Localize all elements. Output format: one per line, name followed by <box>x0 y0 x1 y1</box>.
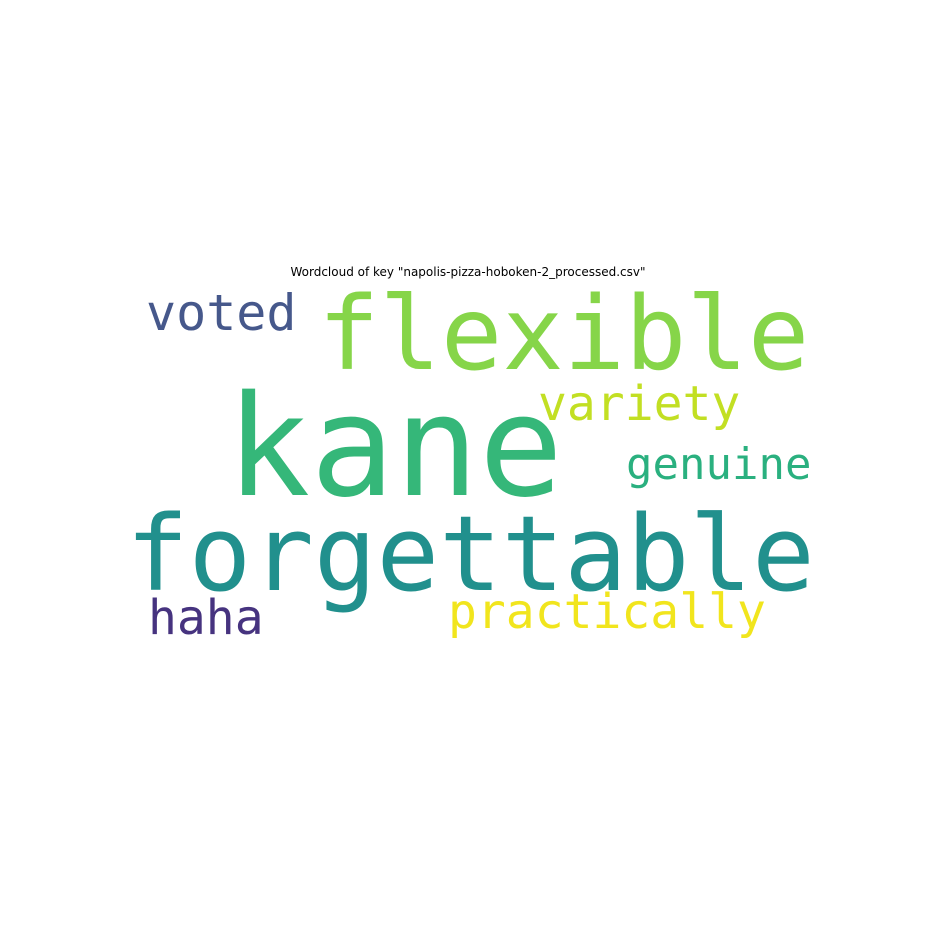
word-genuine: genuine <box>626 439 812 490</box>
word-kane: kane <box>226 366 564 529</box>
word-forgettable: forgettable <box>126 493 815 615</box>
word-practically: practically <box>448 584 766 640</box>
word-variety: variety <box>538 376 741 432</box>
wordcloud-title: Wordcloud of key "napolis-pizza-hoboken-… <box>290 265 646 279</box>
word-haha: haha <box>148 590 264 646</box>
word-voted: voted <box>146 284 297 342</box>
word-flexible: flexible <box>318 275 810 394</box>
